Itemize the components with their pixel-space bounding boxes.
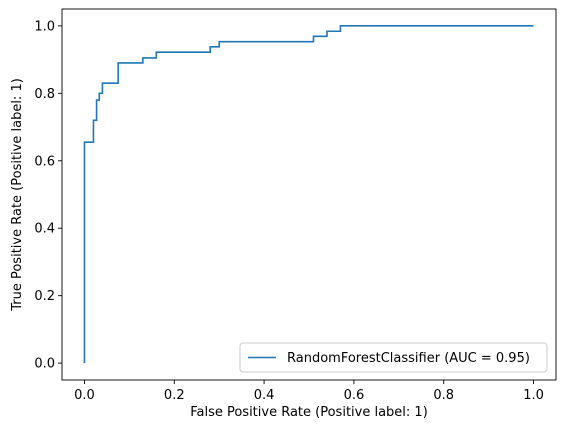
- x-tick-label: 0.4: [254, 388, 275, 403]
- plot-area: [61, 8, 557, 381]
- x-tick-label: 0.6: [344, 388, 365, 403]
- legend-label: RandomForestClassifier (AUC = 0.95): [287, 351, 530, 366]
- y-tick-label: 0.6: [34, 154, 55, 169]
- axes-frame: [61, 8, 557, 381]
- legend-box: [239, 342, 548, 373]
- legend: RandomForestClassifier (AUC = 0.95): [239, 342, 548, 373]
- y-tick-label: 0.4: [34, 222, 55, 237]
- y-tick-label: 0.0: [34, 357, 55, 372]
- axis-ticks: 0.0 0.2 0.4 0.6 0.8 1.0 0.0 0.2 0.4 0.6 0.8 1.0: [34, 19, 544, 403]
- y-tick-label: 0.2: [34, 289, 55, 304]
- x-tick-label: 0.8: [433, 388, 454, 403]
- y-axis-label: True Positive Rate (Positive label: 1): [10, 78, 25, 312]
- x-axis-label: False Positive Rate (Positive label: 1): [190, 405, 428, 420]
- y-tick-label: 0.8: [34, 87, 55, 102]
- roc-curve-line: [83, 25, 534, 364]
- x-tick-label: 1.0: [523, 388, 544, 403]
- x-tick-label: 0.0: [74, 388, 95, 403]
- y-tick-label: 1.0: [34, 19, 55, 34]
- x-tick-label: 0.2: [164, 388, 185, 403]
